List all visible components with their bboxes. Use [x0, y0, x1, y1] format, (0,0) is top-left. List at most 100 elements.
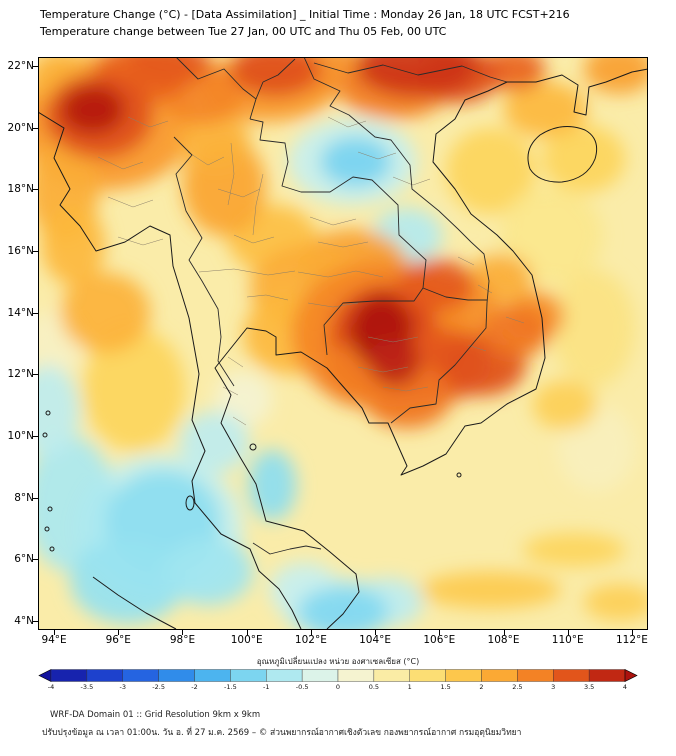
y-tick-mark: [33, 435, 38, 437]
temp-anomaly-blob: [163, 537, 254, 606]
temp-anomaly-blob: [179, 411, 250, 473]
temp-anomaly-blob: [25, 435, 115, 572]
y-tick-mark: [33, 251, 38, 253]
border-laos-cambodia: [422, 287, 487, 301]
x-tick-label: 104°E: [359, 634, 392, 646]
coast-sumatra: [92, 576, 177, 630]
x-tick-label: 94°E: [41, 634, 67, 646]
x-tick-label: 100°E: [230, 634, 263, 646]
temp-anomaly-blob: [445, 127, 536, 215]
y-tick-label: 12°N: [7, 368, 34, 381]
temp-anomaly-blob: [60, 84, 125, 134]
colorbar-segment: [194, 669, 231, 682]
islet: [44, 526, 50, 532]
temp-anomaly-blob: [248, 449, 297, 521]
temp-anomaly-blob: [420, 571, 562, 609]
x-tick-mark: [375, 630, 377, 635]
colorbar-tick-label: 1: [407, 683, 412, 691]
colorbar-segment: [122, 669, 159, 682]
temperature-map: [15, 35, 655, 640]
colorbar-right-arrow: [624, 669, 638, 682]
temp-anomaly-blob: [320, 137, 392, 187]
colorbar-tick-label: -1: [263, 683, 270, 691]
map-frame: [38, 57, 648, 630]
x-tick-mark: [310, 630, 312, 635]
coast-east: [214, 68, 649, 630]
temp-anomaly-blob: [551, 269, 636, 387]
colorbar-title: อุณหภูมิเปลี่ยนแปลง หน่วย องศาเซลเซียส (…: [256, 657, 420, 666]
colorbar-tick-label: 0.5: [368, 683, 380, 691]
border-thailand-malaysia: [252, 542, 322, 555]
colorbar-svg: [38, 669, 638, 682]
x-tick-label: 98°E: [169, 634, 196, 646]
colorbar-segment: [517, 669, 554, 682]
x-tick-mark: [631, 630, 633, 635]
chart-subtitle: Temperature change between Tue 27 Jan, 0…: [40, 25, 447, 38]
colorbar-segment: [553, 669, 590, 682]
temp-anomaly-blob: [397, 258, 475, 312]
temp-anomaly-blob: [368, 337, 421, 387]
x-tick-mark: [118, 630, 120, 635]
border-china-vietnam: [262, 58, 508, 83]
country-borders: [173, 56, 508, 555]
colorbar-tick-label: -3: [119, 683, 126, 691]
coast-hainan-island: [527, 125, 598, 183]
colorbar-segment: [481, 669, 518, 682]
border-myanmar-china: [175, 56, 264, 120]
islet: [456, 472, 462, 478]
y-tick-label: 14°N: [7, 306, 34, 319]
x-tick-label: 108°E: [487, 634, 520, 646]
colorbar-segment: [409, 669, 446, 682]
colorbar-tick-label: 1.5: [440, 683, 451, 691]
temp-anomaly-blob: [532, 380, 597, 430]
colorbar-tick-label: -4: [47, 683, 55, 691]
y-tick-label: 8°N: [14, 491, 34, 504]
phuket-island: [185, 495, 195, 511]
colorbar-tick-label: -2: [191, 683, 198, 691]
y-tick-label: 10°N: [7, 429, 34, 442]
temp-anomaly-blob: [298, 586, 388, 637]
y-tick-mark: [33, 189, 38, 191]
y-tick-mark: [33, 127, 38, 129]
temp-anomaly-blob: [500, 186, 604, 285]
border-myanmar-thailand: [173, 136, 235, 387]
colorbar-tick-label: 2.5: [512, 683, 523, 691]
border-laos-vietnam-cambodia: [303, 56, 490, 424]
map-plot-area: 22°N 20°N 18°N 16°N 14°N 12°N 10°N 8°N 6°N 4°N 94°…: [8, 35, 655, 646]
temp-anomaly-blob: [82, 328, 186, 452]
temp-anomaly-blob: [41, 204, 106, 285]
colorbar-segment: [230, 669, 267, 682]
colorbar-segment: [373, 669, 410, 682]
y-tick-mark: [33, 312, 38, 314]
y-tick-label: 16°N: [7, 245, 34, 258]
x-tick-mark: [503, 630, 505, 635]
y-tick-label: 22°N: [7, 60, 34, 73]
temp-anomaly-blob: [542, 124, 626, 193]
x-tick-mark: [54, 630, 56, 635]
temperature-field: [15, 35, 655, 640]
islet: [42, 432, 48, 438]
colorbar-segment: [445, 669, 482, 682]
islet: [249, 443, 257, 451]
province-borders: [97, 116, 525, 426]
colorbar-segment: [301, 669, 339, 682]
temp-anomaly-blob: [60, 272, 151, 353]
coastlines: [37, 68, 649, 630]
colorbar-segment: [588, 669, 626, 682]
y-tick-label: 4°N: [14, 614, 34, 627]
y-tick-mark: [33, 620, 38, 622]
y-tick-mark: [33, 66, 38, 68]
y-tick-label: 6°N: [14, 553, 34, 566]
x-tick-label: 112°E: [615, 634, 648, 646]
x-tick-mark: [182, 630, 184, 635]
colorbar-tick-label: -1.5: [224, 683, 237, 691]
x-tick-label: 102°E: [294, 634, 327, 646]
footer-domain-info: WRF-DA Domain 01 :: Grid Resolution 9km …: [50, 710, 261, 720]
colorbar-segment: [266, 669, 303, 682]
coast-west: [37, 111, 302, 630]
temp-anomaly-blob: [70, 537, 186, 624]
footer-update-info: ปรับปรุงข้อมูล ณ เวลา 01:00น. วัน อ. ที่…: [42, 728, 522, 738]
colorbar-segment: [337, 669, 375, 682]
colorbar-left-arrow: [38, 669, 52, 682]
